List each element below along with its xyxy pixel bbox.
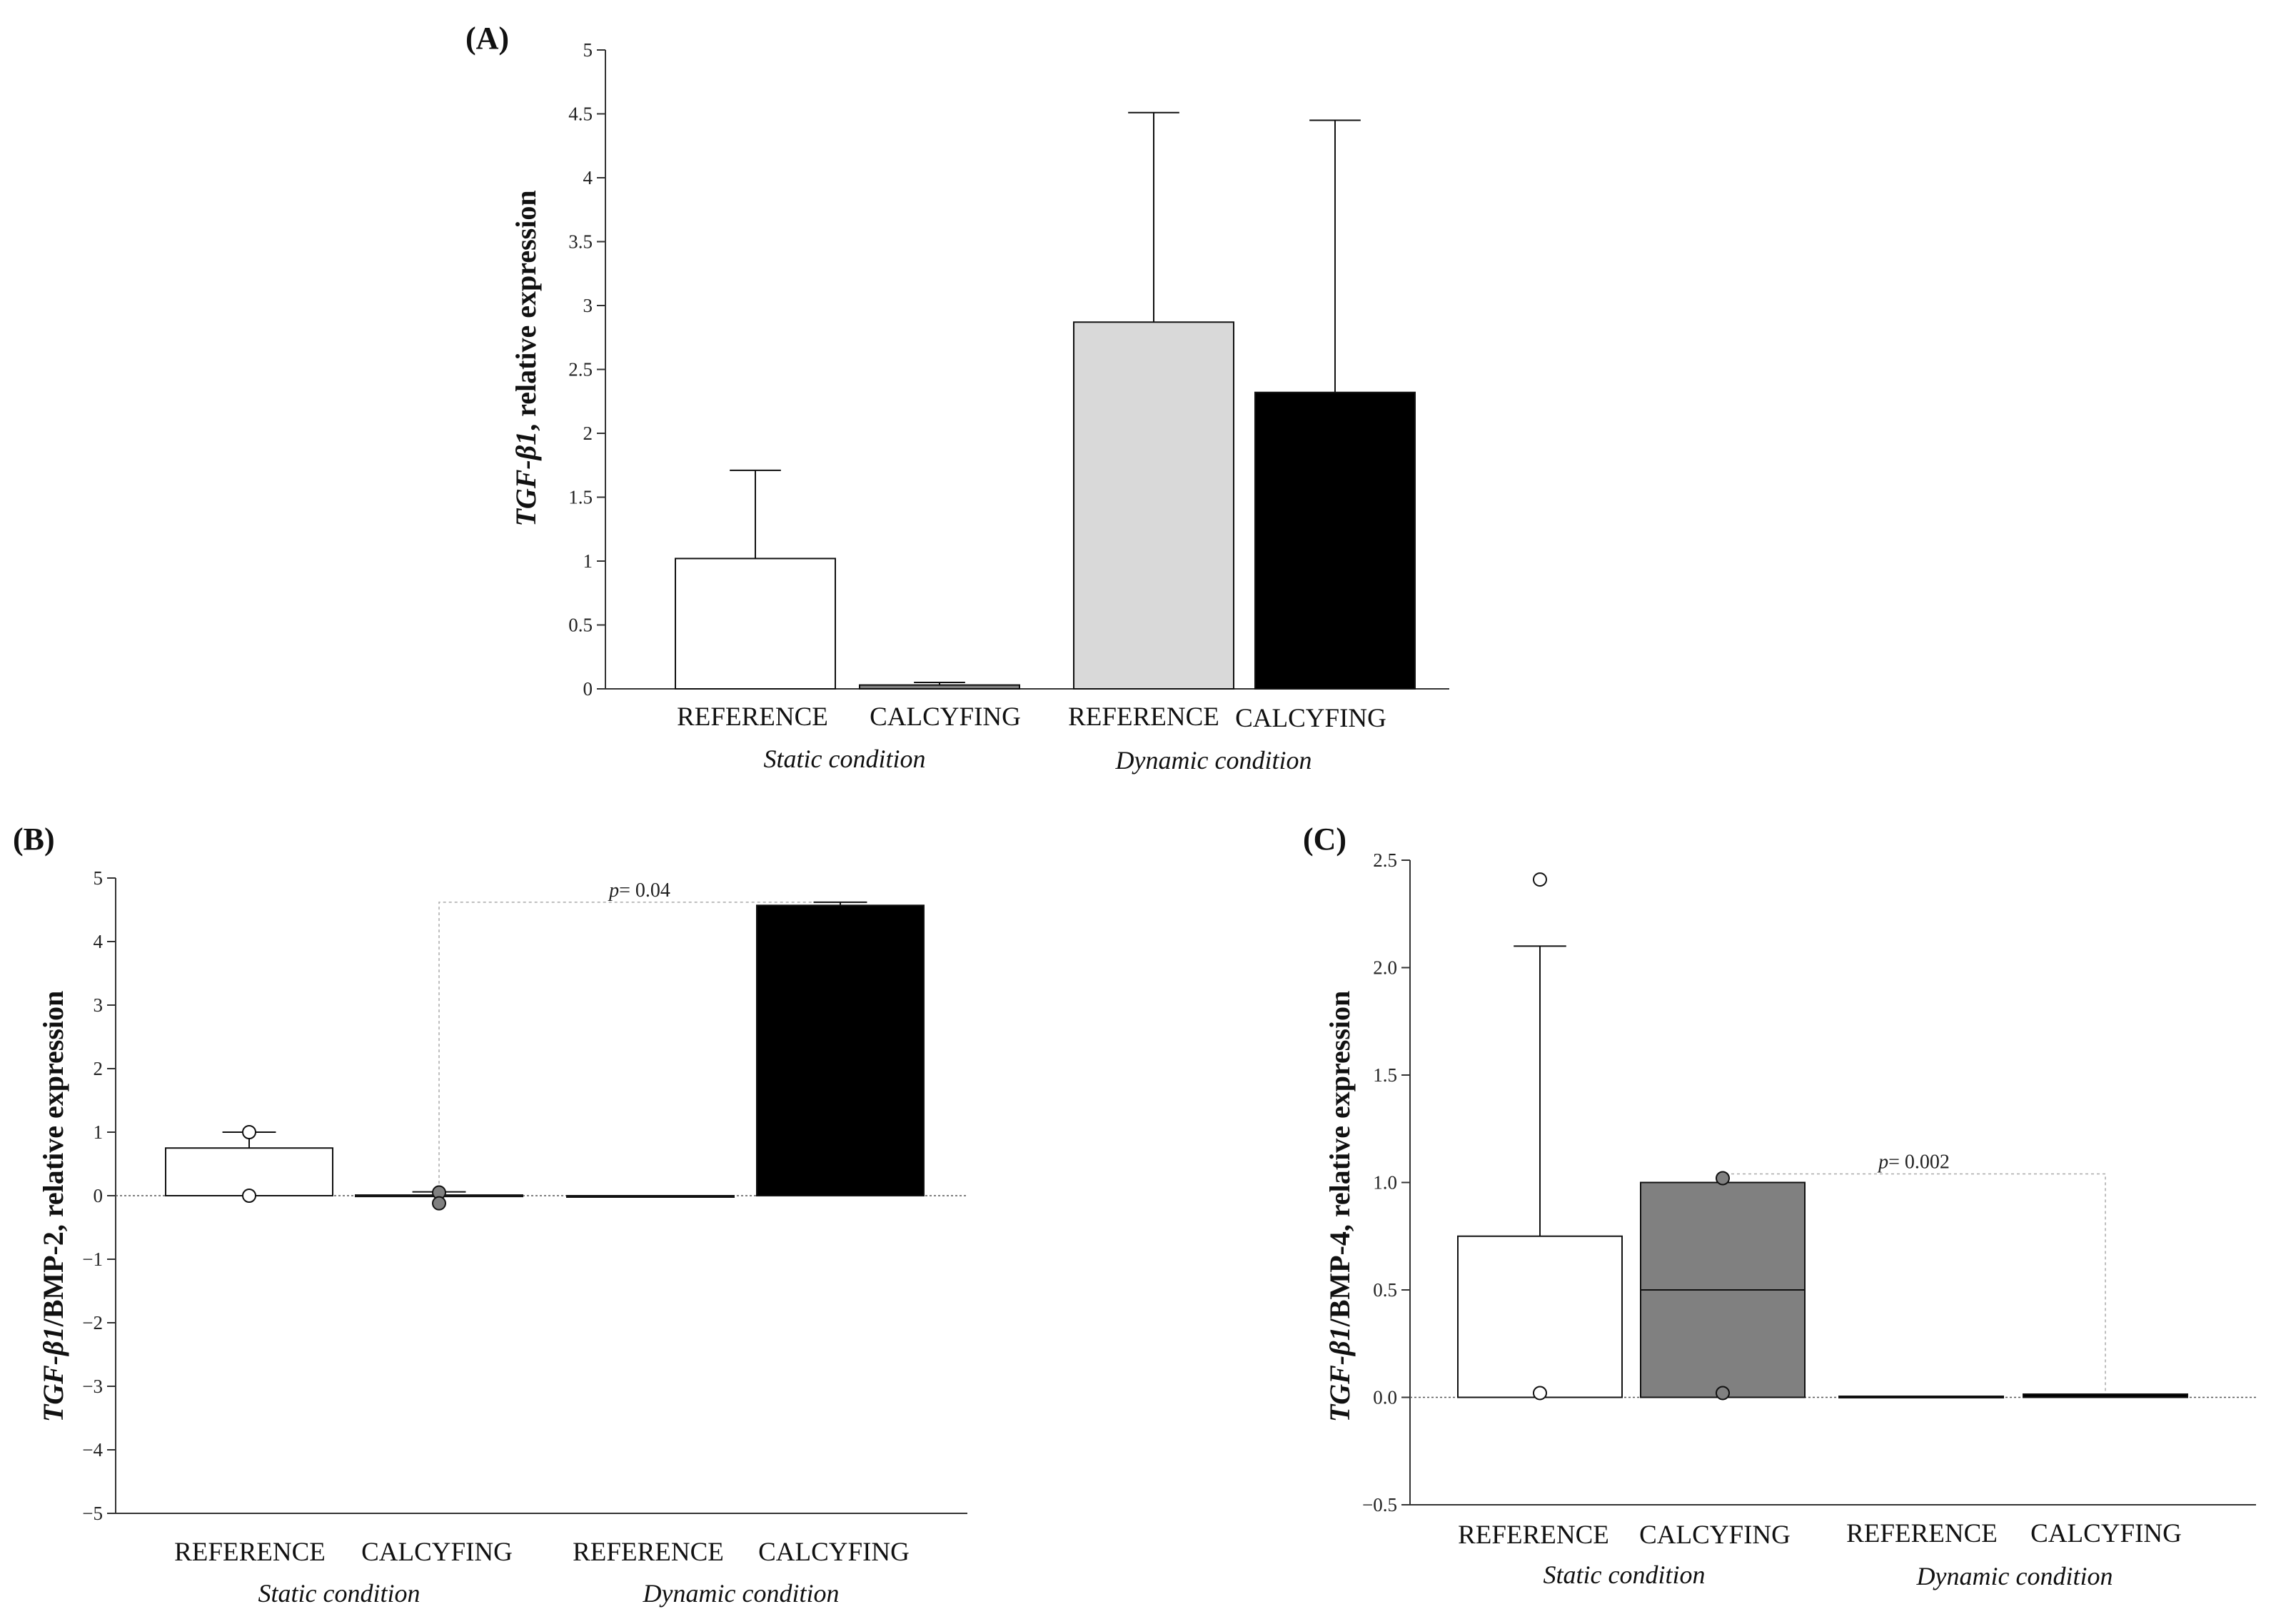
panel-a-y-tick-label: 4.5	[568, 104, 593, 125]
panel-a-plot: 0 0.5 1 1.5 2 2.5 3 3.5 4 4.5 5	[568, 39, 1449, 700]
panel-c-group-static: Static condition	[1544, 1560, 1706, 1589]
panel-a-ylabel-rest: , relative expression	[510, 190, 542, 430]
panel-c-cat-2: REFERENCE	[1846, 1519, 1998, 1548]
panel-c-cat-3: CALCYFING	[2030, 1519, 2182, 1548]
panel-c-label: (C)	[1303, 822, 1346, 857]
p-value-number: = 0.04	[619, 879, 670, 902]
panel-a-bar-2	[1073, 321, 1234, 690]
panel-c-bar-0	[1457, 1235, 1623, 1398]
panel-c-data-point-3	[1716, 1386, 1730, 1401]
panel-c-ylabel-italic: TGF-β1	[1324, 1326, 1356, 1422]
panel-b-data-point-0	[242, 1125, 256, 1139]
panel-a-y-tick-label: 1.5	[568, 487, 593, 508]
panel-a-group-static: Static condition	[764, 745, 926, 773]
panel-a-cat-3: CALCYFING	[1235, 704, 1386, 733]
panel-c-bar-3	[2023, 1393, 2188, 1398]
panel-b-cat-1: CALCYFING	[361, 1538, 513, 1567]
panel-c-ylabel-rest: /BMP-4, relative expression	[1324, 991, 1356, 1328]
panel-b-bar-2	[566, 1195, 735, 1198]
panel-b-y-tick-label: −1	[82, 1249, 103, 1270]
panel-b-data-point-1	[242, 1189, 256, 1203]
panel-b-y-tick-label: −3	[82, 1376, 103, 1397]
panel-c-group-dynamic: Dynamic condition	[1916, 1562, 2113, 1590]
panel-b-ylabel: TGF-β1/BMP-2, relative expression	[37, 991, 69, 1422]
panel-a-ylabel: TGF-β1, relative expression	[510, 190, 542, 526]
panel-c-y-tick-label: 2.5	[1373, 849, 1397, 871]
panel-c-p-value: p= 0.002	[1877, 1151, 1950, 1173]
panel-c-bar-2	[1838, 1395, 2004, 1398]
panel-b-cat-3: CALCYFING	[758, 1538, 910, 1567]
panel-c-y-tick-label: 1.5	[1373, 1064, 1397, 1086]
panel-a-label: (A)	[465, 21, 509, 56]
panel-c-plot: −0.5 0.0 0.5 1.0 1.5 2.0 2.5 p= 0.002	[1362, 849, 2256, 1515]
p-value-symbol: p	[1877, 1151, 1888, 1173]
panel-b-y-tick-label: −4	[82, 1439, 103, 1461]
panel-b-bar-3	[756, 904, 925, 1197]
panel-b-y-tick-label: −5	[82, 1503, 103, 1524]
panel-b-y-tick-label: 0	[94, 1185, 104, 1206]
panel-b-ylabel-italic: TGF-β1	[37, 1326, 69, 1422]
panel-b-y-tick-label: 5	[94, 867, 104, 889]
panel-b-plot: −5 −4 −3 −2 −1 0 1 2 3 4 5 p= 0.04	[82, 867, 967, 1524]
panel-a-y-tick-label: 0	[583, 678, 593, 700]
panel-a-cat-2: REFERENCE	[1068, 702, 1219, 732]
panel-c-data-point-1	[1533, 1386, 1547, 1401]
panel-a-y-tick-label: 4	[583, 167, 593, 188]
panel-b-y-tick-label: 3	[94, 994, 104, 1016]
panel-a-cat-0: REFERENCE	[677, 702, 828, 732]
panel-a-group-dynamic: Dynamic condition	[1115, 746, 1312, 775]
panel-b-y-tick-label: 4	[94, 931, 104, 952]
panel-a-y-tick-label: 3.5	[568, 231, 593, 253]
panel-b-cat-0: REFERENCE	[174, 1538, 326, 1567]
panel-c-cat-0: REFERENCE	[1458, 1520, 1609, 1550]
panel-c-y-tick-label: 2.0	[1373, 957, 1397, 979]
panel-b-y-tick-label: 2	[94, 1058, 104, 1079]
panel-b-group-static: Static condition	[258, 1579, 421, 1608]
panel-a-bar-1	[859, 684, 1020, 690]
panel-b-data-point-3	[432, 1196, 446, 1211]
panel-c-y-tick-label: −0.5	[1362, 1494, 1397, 1515]
panel-a-y-tick-label: 1	[583, 550, 593, 572]
panel-b-p-value: p= 0.04	[608, 879, 670, 902]
panel-c-cat-1: CALCYFING	[1639, 1520, 1791, 1550]
panel-c-y-tick-label: 0.0	[1373, 1387, 1397, 1408]
panel-a-ylabel-italic: TGF-β1	[510, 431, 542, 527]
p-value-symbol: p	[608, 879, 619, 902]
panel-a-y-tick-label: 3	[583, 295, 593, 316]
panel-b-cat-2: REFERENCE	[573, 1538, 724, 1567]
panel-b-ylabel-rest: /BMP-2, relative expression	[37, 991, 69, 1328]
panel-c-data-point-0	[1533, 872, 1547, 887]
panel-b-group-dynamic: Dynamic condition	[643, 1579, 840, 1608]
panel-a-y-tick-label: 2	[583, 423, 593, 444]
panel-c-ylabel: TGF-β1/BMP-4, relative expression	[1324, 991, 1356, 1422]
panel-b-y-tick-label: −2	[82, 1312, 103, 1333]
panel-c-data-point-2	[1716, 1171, 1730, 1186]
panel-a-y-tick-label: 2.5	[568, 359, 593, 380]
panel-a-bar-3	[1254, 391, 1416, 690]
panel-b-y-tick-label: 1	[94, 1121, 104, 1143]
panel-c-y-tick-label: 0.5	[1373, 1279, 1397, 1301]
panel-b-label: (B)	[13, 822, 55, 857]
panel-a-y-tick-label: 5	[583, 39, 593, 61]
panel-a-cat-1: CALCYFING	[870, 702, 1021, 732]
panel-b-bar-0	[165, 1147, 333, 1196]
panel-a-bar-0	[675, 558, 836, 690]
p-value-number: = 0.002	[1888, 1151, 1950, 1173]
panel-a-y-tick-label: 0.5	[568, 615, 593, 636]
panel-c-significance-bracket	[1722, 1173, 2106, 1398]
panel-c-y-tick-label: 1.0	[1373, 1172, 1397, 1194]
